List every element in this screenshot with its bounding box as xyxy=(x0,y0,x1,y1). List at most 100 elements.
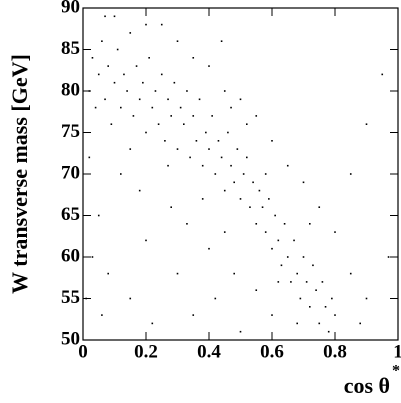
point xyxy=(186,223,188,225)
point xyxy=(186,90,188,92)
x-tick-label: 0 xyxy=(78,341,88,362)
point xyxy=(236,148,239,150)
point xyxy=(230,106,232,109)
point xyxy=(334,231,336,233)
point xyxy=(157,123,160,125)
x-tick-label: 0.4 xyxy=(197,341,221,362)
point xyxy=(129,32,132,34)
y-tick-label: 50 xyxy=(61,328,80,349)
point xyxy=(142,81,144,84)
point xyxy=(255,289,258,291)
point xyxy=(129,148,132,150)
point xyxy=(387,256,390,258)
point xyxy=(331,297,333,300)
point xyxy=(290,281,292,283)
point xyxy=(167,98,169,101)
point xyxy=(126,90,128,92)
point xyxy=(167,164,169,167)
point xyxy=(233,181,235,184)
point xyxy=(277,281,280,283)
point xyxy=(192,57,195,59)
y-axis-label: W transverse mass [GeV] xyxy=(7,54,32,294)
point xyxy=(315,289,317,291)
point xyxy=(88,156,91,159)
point xyxy=(271,140,273,142)
point xyxy=(255,115,258,117)
point xyxy=(365,297,368,300)
point xyxy=(138,189,141,192)
y-tick-label: 80 xyxy=(61,79,80,100)
point xyxy=(208,247,210,250)
point xyxy=(249,206,251,208)
point xyxy=(135,65,138,67)
point xyxy=(239,198,242,200)
point xyxy=(120,106,122,109)
point xyxy=(211,115,213,117)
point xyxy=(145,131,147,134)
point xyxy=(173,81,176,84)
x-tick-label: 0.2 xyxy=(134,341,158,362)
y-tick-label: 85 xyxy=(61,38,80,59)
point xyxy=(145,23,147,26)
point xyxy=(214,297,217,300)
point xyxy=(230,164,232,167)
point xyxy=(271,247,273,250)
point xyxy=(189,156,191,159)
point xyxy=(283,223,286,225)
point xyxy=(164,140,166,142)
y-tick-label: 70 xyxy=(61,162,80,183)
point xyxy=(170,206,172,208)
point xyxy=(170,115,172,117)
point xyxy=(220,40,223,42)
point xyxy=(104,15,106,18)
point xyxy=(246,123,248,125)
point xyxy=(302,256,305,258)
point xyxy=(91,57,94,59)
point xyxy=(110,123,113,125)
point xyxy=(151,106,154,109)
point xyxy=(246,156,248,159)
point xyxy=(349,173,352,175)
point xyxy=(129,297,132,300)
point xyxy=(233,272,235,275)
point xyxy=(365,123,368,125)
point xyxy=(309,223,311,225)
point xyxy=(239,330,242,333)
point xyxy=(123,73,125,76)
point xyxy=(217,140,220,142)
point xyxy=(120,173,122,175)
point xyxy=(201,198,204,200)
point xyxy=(327,330,330,333)
point xyxy=(132,115,135,117)
point xyxy=(309,306,311,308)
point xyxy=(261,206,264,208)
point xyxy=(205,131,207,134)
point xyxy=(242,173,245,175)
point xyxy=(299,297,302,300)
x-tick-label: 1 xyxy=(393,341,401,362)
point xyxy=(334,314,336,316)
point xyxy=(296,322,298,325)
point xyxy=(176,148,179,150)
point xyxy=(101,40,103,42)
point xyxy=(208,65,210,67)
point xyxy=(268,198,270,200)
point xyxy=(101,314,103,316)
point xyxy=(208,148,210,150)
point xyxy=(239,98,242,101)
y-tick-label: 90 xyxy=(61,0,80,17)
point xyxy=(223,231,226,233)
point xyxy=(116,48,119,51)
point xyxy=(148,57,150,59)
point xyxy=(107,65,109,67)
point xyxy=(113,81,116,84)
point xyxy=(85,297,87,300)
point xyxy=(201,164,204,167)
x-axis-label-superscript: * xyxy=(392,363,400,380)
point xyxy=(151,322,154,325)
point xyxy=(293,239,295,242)
point xyxy=(214,173,217,175)
point xyxy=(91,256,94,258)
point xyxy=(179,106,182,109)
